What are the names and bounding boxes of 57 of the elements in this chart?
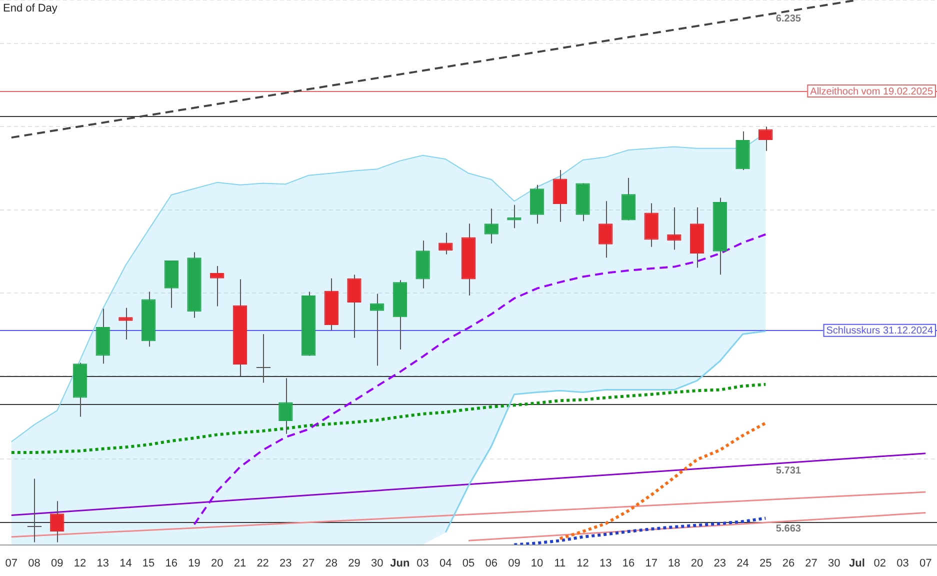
x-tick-label: 27 <box>302 557 315 570</box>
annotation: 5.731 <box>776 465 802 476</box>
candlestick <box>347 274 362 338</box>
ref-line-label: Schlusskurs 31.12.2024 <box>826 326 934 337</box>
candlestick <box>667 206 682 250</box>
x-tick-label: 30 <box>828 557 840 570</box>
x-tick-label: 29 <box>348 557 360 570</box>
x-tick-label: 16 <box>622 557 635 570</box>
x-tick-label: 30 <box>370 557 384 570</box>
x-tick-label: 13 <box>96 557 109 570</box>
x-tick-label: 23 <box>280 557 292 570</box>
x-tick-label: 05 <box>462 557 475 570</box>
x-tick-label: 11 <box>554 557 566 570</box>
candlestick <box>370 293 384 366</box>
x-tick-label: 27 <box>805 557 818 570</box>
x-tick-label: 24 <box>736 557 749 570</box>
x-tick-label: 28 <box>325 557 338 570</box>
x-tick-label: 03 <box>896 557 909 570</box>
x-tick-label: 20 <box>690 557 704 570</box>
ref-line-label: Allzeithoch vom 19.02.2025 <box>810 86 934 98</box>
candlestick <box>118 307 133 340</box>
x-tick-label: 12 <box>576 557 589 570</box>
x-tick-label: 13 <box>599 557 612 570</box>
x-tick-label: 09 <box>508 557 520 570</box>
x-tick-label: 19 <box>188 557 200 570</box>
x-tick-label: 08 <box>28 557 40 570</box>
x-tick-label: Jul <box>849 557 865 570</box>
candlestick <box>438 232 453 255</box>
x-tick-label: 20 <box>210 557 224 570</box>
candlestick <box>210 265 224 307</box>
x-tick-label: 21 <box>234 557 246 570</box>
x-tick-label: 26 <box>782 557 795 570</box>
x-tick-label: 23 <box>714 557 726 570</box>
text: End of Day <box>3 2 58 15</box>
x-tick-label: 03 <box>416 557 429 570</box>
x-tick-label: 15 <box>142 557 155 570</box>
x-tick-label: 07 <box>919 557 932 570</box>
x-tick-label: 25 <box>759 557 772 570</box>
x-tick-label: 10 <box>530 557 544 570</box>
candlestick <box>26 478 42 543</box>
x-tick-label: 16 <box>165 557 178 570</box>
annotation: 6.235 <box>776 14 802 25</box>
annotation: 5.663 <box>776 523 802 534</box>
x-tick-label: 17 <box>645 557 658 570</box>
x-tick-label: 09 <box>51 557 64 570</box>
x-tick-label: 07 <box>5 557 18 570</box>
x-tick-label: 18 <box>668 557 680 570</box>
x-tick-label: 04 <box>440 557 452 570</box>
x-tick-label: 14 <box>120 557 132 570</box>
x-tick-label: 22 <box>256 557 269 570</box>
candlestick <box>552 169 567 222</box>
x-tick-label: 06 <box>485 557 498 570</box>
candlestick <box>598 200 613 258</box>
candlestick <box>256 334 272 384</box>
x-tick-label: Jun <box>390 557 410 570</box>
x-tick-label: 02 <box>874 557 886 570</box>
x-tick-label: 12 <box>74 557 86 570</box>
